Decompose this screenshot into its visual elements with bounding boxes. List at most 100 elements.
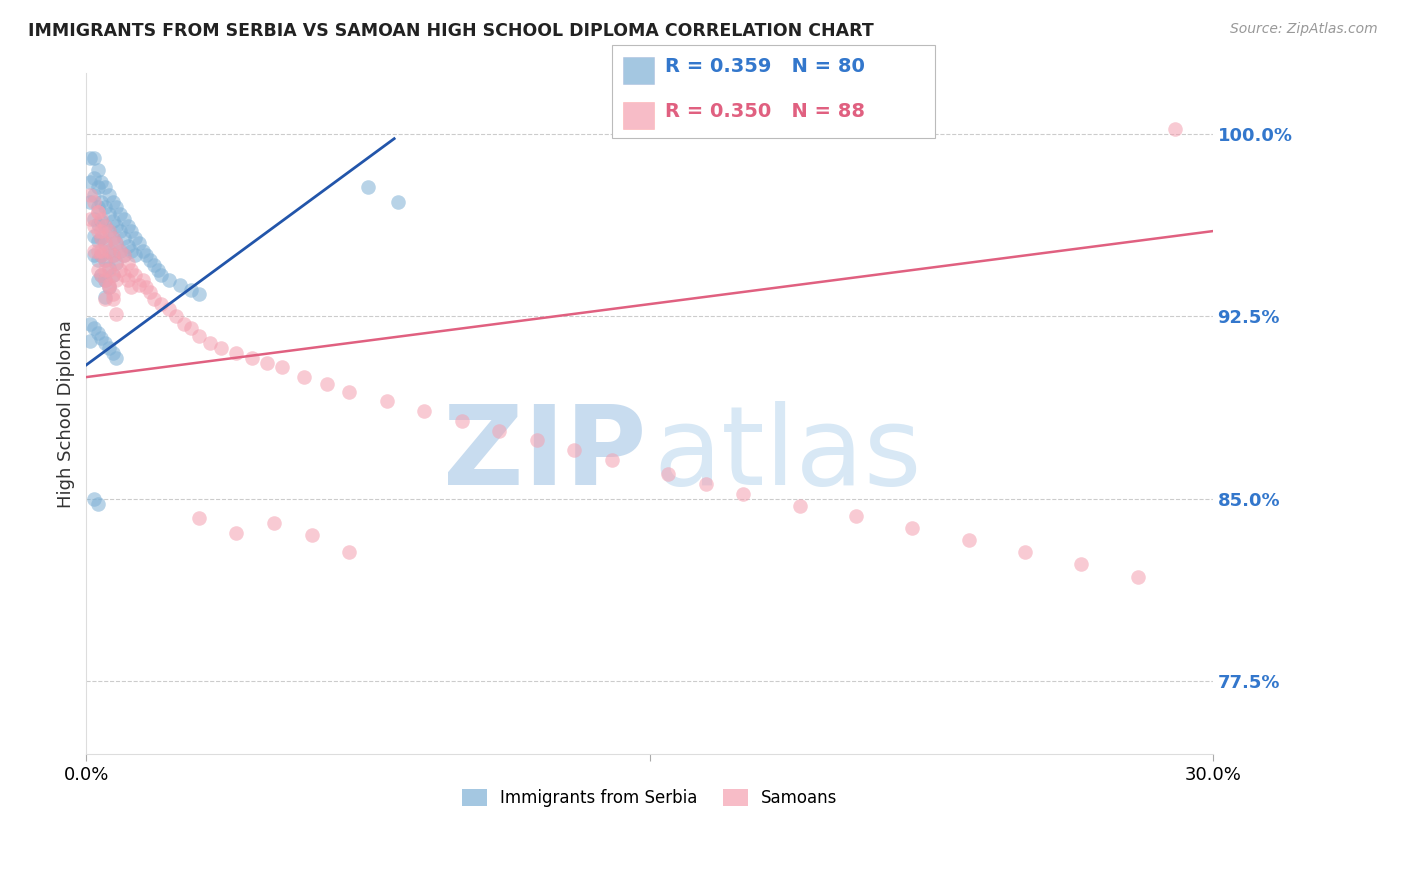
Point <box>488 424 510 438</box>
Point <box>90 248 112 262</box>
Point <box>1164 122 1187 136</box>
Text: R = 0.350   N = 88: R = 0.350 N = 88 <box>665 103 865 121</box>
Point <box>86 263 108 277</box>
Point <box>79 151 101 165</box>
Point <box>337 545 360 559</box>
Legend: Immigrants from Serbia, Samoans: Immigrants from Serbia, Samoans <box>456 782 844 814</box>
Point <box>94 292 117 306</box>
Point <box>240 351 263 365</box>
Point <box>173 317 195 331</box>
Point <box>375 394 398 409</box>
Point <box>131 244 153 258</box>
Point <box>86 224 108 238</box>
Point <box>94 200 117 214</box>
Point <box>139 253 162 268</box>
Point <box>108 244 131 258</box>
Point <box>105 236 128 251</box>
Point <box>139 285 162 299</box>
Point <box>90 211 112 226</box>
Point <box>83 187 105 202</box>
Point <box>90 248 112 262</box>
Text: ZIP: ZIP <box>443 401 647 508</box>
Point <box>94 180 117 194</box>
Point <box>101 214 124 228</box>
Point <box>83 194 105 209</box>
Point <box>157 301 180 316</box>
Point <box>97 244 120 258</box>
Point <box>97 244 120 258</box>
Point <box>86 204 108 219</box>
Point <box>108 224 131 238</box>
Point <box>957 533 980 548</box>
Point <box>97 207 120 221</box>
Point <box>101 248 124 262</box>
Point <box>90 214 112 228</box>
Point <box>187 511 209 525</box>
Point <box>128 236 150 251</box>
Point <box>131 273 153 287</box>
Point <box>90 331 112 345</box>
Point <box>105 219 128 234</box>
Point <box>97 260 120 275</box>
Point <box>1070 558 1092 572</box>
Point <box>112 211 135 226</box>
Point <box>157 273 180 287</box>
Point <box>108 244 131 258</box>
Point <box>120 244 142 258</box>
Point <box>695 477 717 491</box>
Point <box>105 256 128 270</box>
Point <box>337 384 360 399</box>
Point <box>117 273 139 287</box>
Point <box>101 268 124 282</box>
Point <box>117 219 139 234</box>
Point <box>90 244 112 258</box>
Point <box>112 231 135 245</box>
Point <box>117 238 139 252</box>
Point <box>187 328 209 343</box>
Point <box>105 307 128 321</box>
Point <box>101 292 124 306</box>
Point <box>187 287 209 301</box>
Point <box>105 200 128 214</box>
Point <box>600 452 623 467</box>
Point <box>83 229 105 244</box>
Point <box>108 207 131 221</box>
Point <box>86 253 108 268</box>
Point <box>789 499 811 513</box>
Point <box>256 355 278 369</box>
Point <box>117 256 139 270</box>
Point <box>97 224 120 238</box>
Point <box>90 268 112 282</box>
Point <box>94 263 117 277</box>
Point <box>124 268 146 282</box>
Point <box>94 253 117 268</box>
Point <box>90 194 112 209</box>
Point <box>83 491 105 506</box>
Point <box>101 231 124 245</box>
Point <box>357 180 380 194</box>
Point <box>225 525 247 540</box>
Point <box>120 280 142 294</box>
Point <box>526 434 548 448</box>
Point <box>128 277 150 292</box>
Point <box>90 224 112 238</box>
Point <box>142 258 165 272</box>
Point <box>564 443 586 458</box>
Point <box>101 248 124 262</box>
Point <box>101 194 124 209</box>
Point <box>83 151 105 165</box>
Point <box>94 290 117 304</box>
Point <box>901 521 924 535</box>
Point <box>845 508 868 523</box>
Point <box>387 194 409 209</box>
Point <box>657 467 679 482</box>
Point <box>1014 545 1036 559</box>
Text: atlas: atlas <box>652 401 921 508</box>
Point <box>105 273 128 287</box>
Point <box>270 360 292 375</box>
Point <box>94 253 117 268</box>
Y-axis label: High School Diploma: High School Diploma <box>58 319 75 508</box>
Point <box>94 236 117 251</box>
Point <box>105 236 128 251</box>
Point <box>315 377 337 392</box>
